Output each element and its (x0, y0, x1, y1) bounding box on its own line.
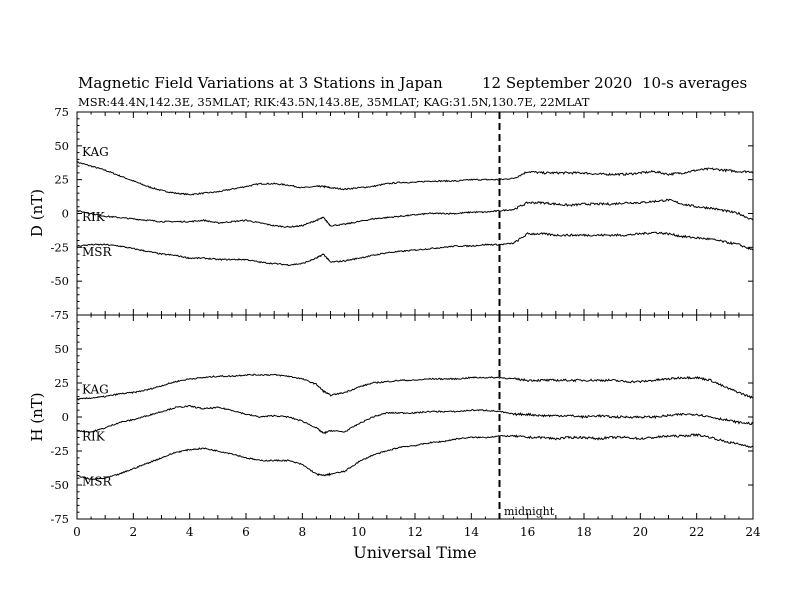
top-ytick-label: 25 (54, 173, 69, 187)
top-y-axis-label: D (nT) (28, 189, 46, 237)
bottom-ytick-label: 50 (54, 342, 69, 356)
top-series-kag (76, 160, 754, 196)
top-ytick-label: -25 (50, 240, 69, 254)
xtick-label: 10 (351, 525, 366, 539)
xtick-label: 0 (73, 525, 81, 539)
xtick-label: 8 (299, 525, 307, 539)
xtick-label: 20 (633, 525, 648, 539)
top-ytick-label: -75 (50, 308, 69, 322)
station-coordinates: MSR:44.4N,142.3E, 35MLAT; RIK:43.5N,143.… (78, 95, 590, 109)
bottom-y-axis-label: H (nT) (28, 392, 46, 441)
x-axis-label: Universal Time (353, 543, 476, 562)
top-ytick-label: 50 (54, 139, 69, 153)
bottom-series-label-msr: MSR (82, 474, 113, 488)
xtick-label: 22 (689, 525, 704, 539)
xtick-label: 4 (186, 525, 194, 539)
top-ytick-label: 75 (54, 105, 69, 119)
bottom-series-rik (76, 405, 754, 435)
bottom-ytick-label: 0 (62, 410, 69, 424)
bottom-panel-frame (76, 314, 754, 520)
bottom-series-label-rik: RIK (82, 430, 106, 444)
bottom-ytick-label: -50 (50, 478, 69, 492)
top-ytick-label: -50 (50, 274, 69, 288)
bottom-ytick-label: -25 (50, 444, 69, 458)
xtick-label: 24 (745, 525, 761, 539)
bottom-ytick-label: 25 (54, 376, 69, 390)
xtick-label: 18 (576, 525, 591, 539)
top-series-label-kag: KAG (82, 145, 109, 159)
midnight-label: midnight (504, 505, 555, 518)
top-ytick-label: 0 (62, 207, 69, 221)
top-panel-frame (76, 111, 754, 316)
bottom-series-msr (76, 433, 754, 481)
top-series-label-msr: MSR (82, 245, 113, 259)
top-series-rik (76, 198, 754, 229)
xtick-label: 12 (407, 525, 422, 539)
bottom-series-label-kag: KAG (82, 382, 109, 396)
xtick-label: 16 (520, 525, 535, 539)
chart-date: 12 September 2020 (482, 74, 632, 92)
xtick-label: 6 (242, 525, 250, 539)
chart-title: Magnetic Field Variations at 3 Stations … (78, 74, 443, 92)
xtick-label: 2 (130, 525, 138, 539)
top-series-label-rik: RIK (82, 210, 106, 224)
xtick-label: 14 (464, 525, 480, 539)
top-series-msr (76, 231, 754, 267)
bottom-ytick-label: -75 (50, 512, 69, 526)
chart-averaging: 10-s averages (642, 74, 747, 92)
bottom-series-kag (76, 373, 754, 401)
